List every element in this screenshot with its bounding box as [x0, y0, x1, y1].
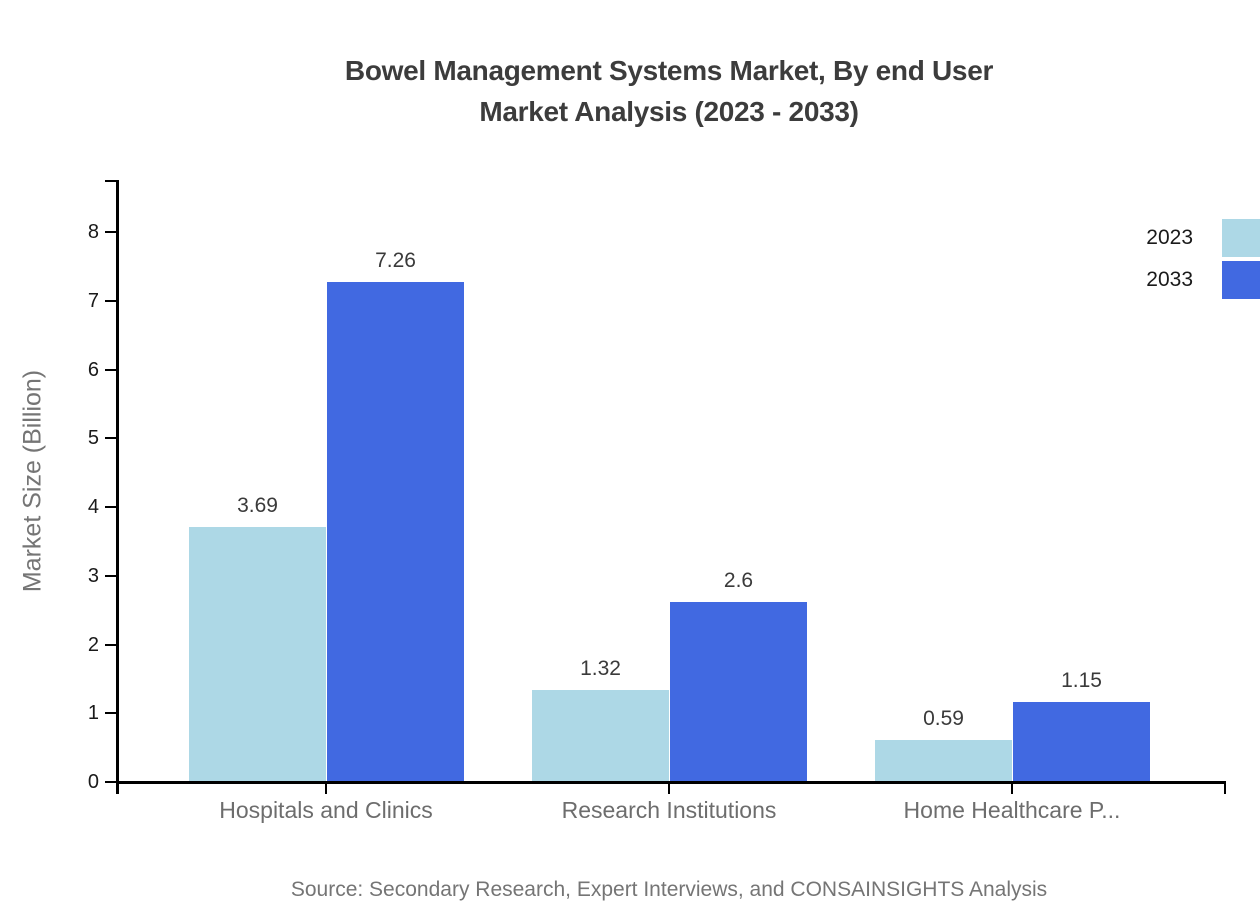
value-label-2023-home-healthcare-p: 0.59 [923, 707, 964, 731]
y-tick-label-1: 1 [87, 702, 99, 725]
y-tick-5 [105, 437, 116, 440]
y-tick-label-0: 0 [87, 771, 99, 793]
y-tick-6 [105, 368, 116, 371]
category-label-research-institutions: Research Institutions [561, 797, 777, 823]
value-label-2023-research-institutions: 1.32 [580, 657, 621, 681]
y-axis-end-tick [105, 180, 116, 182]
legend-swatch-2023 [1222, 219, 1260, 257]
bar-2033-home-healthcare-p [1013, 701, 1150, 781]
y-tick-1 [105, 712, 116, 715]
bar-2033-hospitals-and-clinics [327, 281, 464, 781]
y-axis-title: Market Size (Billion) [18, 369, 47, 593]
source-attribution: Source: Secondary Research, Expert Inter… [290, 878, 1048, 901]
legend-item-2033: 2033 [1146, 261, 1260, 299]
bar-2023-home-healthcare-p [875, 740, 1012, 781]
y-tick-label-7: 7 [87, 289, 99, 312]
legend-item-2023: 2023 [1146, 219, 1260, 257]
x-tick-research-institutions [668, 781, 670, 794]
legend: 2023 2033 [1146, 219, 1260, 299]
x-tick-hospitals-and-clinics [325, 781, 327, 794]
chart-title: Bowel Management Systems Market, By end … [78, 50, 1260, 132]
y-tick-7 [105, 299, 116, 302]
legend-label-2023: 2023 [1146, 226, 1193, 249]
y-tick-label-8: 8 [87, 221, 99, 243]
y-axis-line [116, 180, 119, 794]
bar-2023-hospitals-and-clinics [189, 527, 326, 781]
value-label-2033-hospitals-and-clinics: 7.26 [375, 248, 416, 272]
bar-2033-research-institutions [670, 602, 807, 781]
value-label-2033-home-healthcare-p: 1.15 [1061, 668, 1102, 692]
legend-swatch-2033 [1222, 261, 1260, 299]
chart-title-line1: Bowel Management Systems Market, By end … [344, 55, 994, 86]
y-tick-4 [105, 506, 116, 508]
category-label-hospitals-and-clinics: Hospitals and Clinics [219, 797, 433, 823]
legend-label-2033: 2033 [1146, 268, 1193, 291]
bar-2023-research-institutions [532, 690, 669, 781]
value-label-2033-research-institutions: 2.6 [723, 569, 754, 593]
y-tick-label-3: 3 [87, 564, 99, 587]
x-axis-line [116, 781, 1226, 784]
y-tick-3 [105, 574, 116, 577]
chart-title-line2: Market Analysis (2023 - 2033) [479, 96, 859, 127]
y-tick-label-6: 6 [87, 358, 99, 381]
y-tick-label-4: 4 [87, 496, 99, 518]
y-tick-0 [105, 781, 116, 783]
value-label-2023-hospitals-and-clinics: 3.69 [237, 494, 278, 518]
y-tick-label-5: 5 [87, 427, 99, 450]
x-axis-end-tick [1224, 781, 1226, 794]
y-tick-8 [105, 231, 116, 233]
y-tick-2 [105, 643, 116, 646]
x-tick-home-healthcare-p [1011, 781, 1013, 794]
y-tick-label-2: 2 [87, 633, 99, 656]
category-label-home-healthcare-p: Home Healthcare P... [903, 797, 1121, 823]
